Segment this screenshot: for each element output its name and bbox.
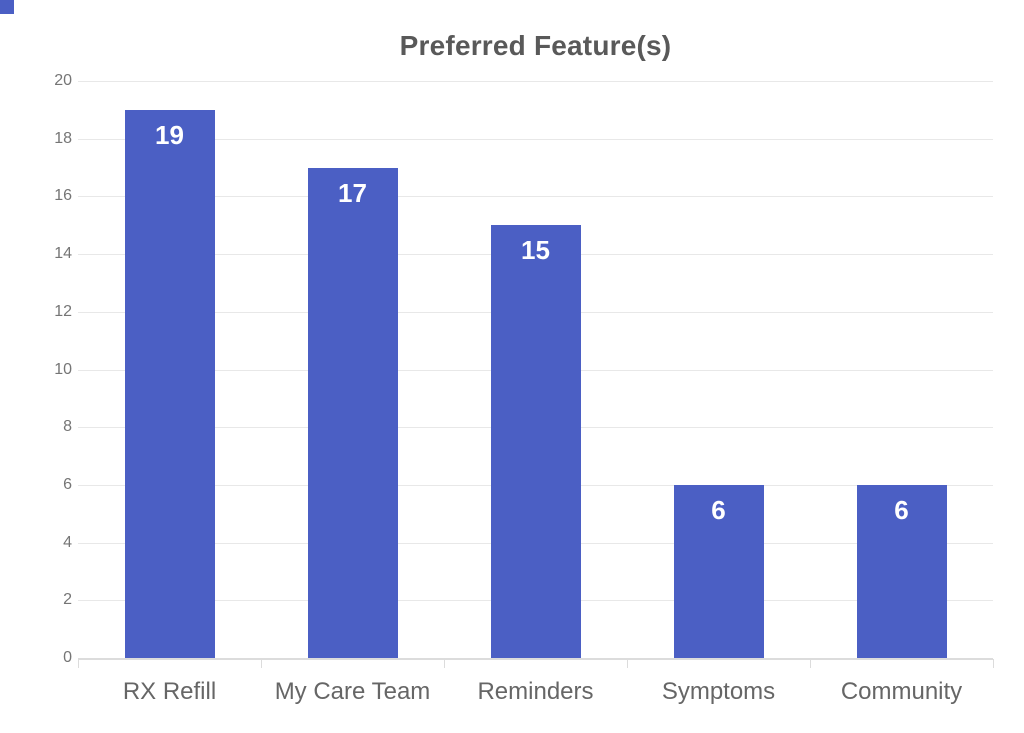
gridline [78, 138, 993, 140]
x-axis-line [78, 658, 993, 660]
bar-value-label: 6 [711, 494, 726, 525]
x-axis-tick [78, 659, 79, 668]
gridline [78, 196, 993, 198]
x-axis-category-label: Reminders [477, 678, 594, 705]
y-axis-tick-label: 12 [54, 302, 72, 320]
bar: 6 [673, 484, 764, 658]
x-axis-category-label: My Care Team [274, 678, 431, 705]
corner-accent-square [0, 0, 14, 14]
x-axis-tick [627, 659, 628, 668]
x-axis-tick [993, 659, 994, 668]
y-axis-tick-label: 18 [54, 129, 72, 147]
bar-value-label: 6 [894, 494, 909, 525]
x-axis-tick [444, 659, 445, 668]
y-axis-tick-label: 16 [54, 187, 72, 205]
y-axis-tick-label: 2 [63, 591, 72, 609]
x-axis-tick [261, 659, 262, 668]
chart-title: Preferred Feature(s) [399, 30, 672, 61]
y-axis-tick-label: 10 [54, 360, 72, 378]
x-axis-category-label: RX Refill [122, 678, 217, 705]
bar-value-label: 15 [521, 235, 550, 266]
y-axis-tick-label: 20 [54, 72, 72, 89]
y-axis-tick-label: 8 [63, 418, 72, 436]
gridline [78, 81, 993, 82]
x-axis-tick [810, 659, 811, 668]
bar: 6 [856, 484, 947, 658]
y-axis-tick-label: 14 [54, 245, 72, 263]
y-axis-tick-label: 4 [63, 533, 72, 551]
y-axis-tick-label: 0 [63, 649, 72, 666]
bar-value-label: 17 [338, 177, 367, 208]
x-axis-category-label: Symptoms [661, 678, 776, 705]
y-axis-tick-label: 6 [63, 475, 72, 493]
bar-value-label: 19 [155, 119, 184, 150]
bar: 17 [307, 167, 398, 658]
bar: 15 [490, 225, 581, 658]
x-axis-category-label: Community [840, 678, 963, 705]
bar: 19 [124, 109, 215, 658]
